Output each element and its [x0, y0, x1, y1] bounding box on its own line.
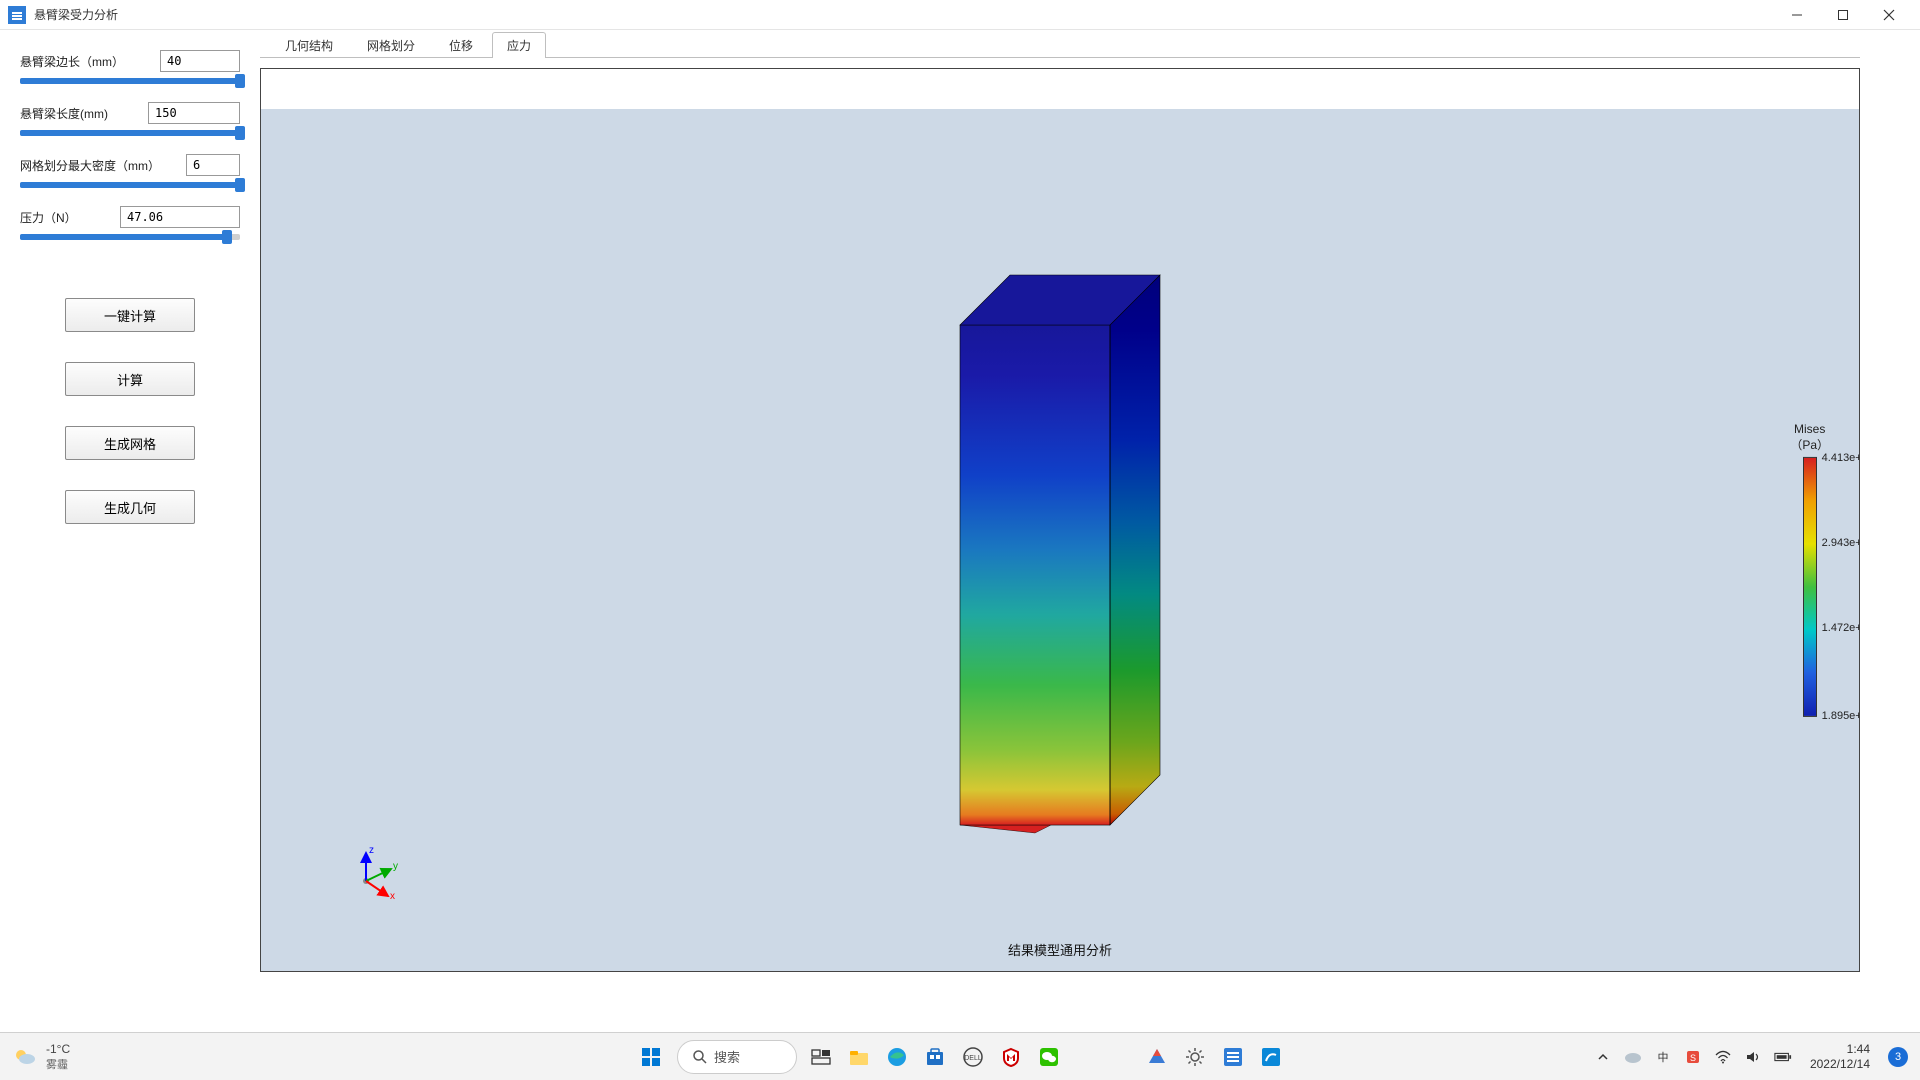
param-row-3: 压力（N） [20, 206, 240, 228]
taskbar-search[interactable]: 搜索 [677, 1040, 797, 1074]
viewer-canvas[interactable]: Mises（Pa） 4.413e+052.943e+051.472e+051.8… [261, 109, 1859, 971]
weather-widget[interactable]: -1°C 雾霾 [12, 1042, 70, 1072]
edge-icon[interactable] [883, 1043, 911, 1071]
param-label: 悬臂梁边长（mm） [20, 53, 124, 70]
legend-tick: 1.895e+02 [1822, 710, 1859, 722]
app-icon [8, 6, 26, 24]
explorer-icon[interactable] [845, 1043, 873, 1071]
param-row-0: 悬臂梁边长（mm） [20, 50, 240, 72]
wifi-icon[interactable] [1714, 1048, 1732, 1066]
start-button[interactable] [635, 1041, 667, 1073]
tab-0[interactable]: 几何结构 [270, 32, 348, 58]
param-slider[interactable] [20, 78, 240, 84]
beam-model [910, 215, 1210, 840]
svg-text:S: S [1690, 1053, 1696, 1063]
tray-chevron-icon[interactable] [1594, 1048, 1612, 1066]
param-label: 网格划分最大密度（mm） [20, 157, 160, 174]
store-icon[interactable] [921, 1043, 949, 1071]
settings-icon[interactable] [1181, 1043, 1209, 1071]
weather-temp: -1°C [46, 1042, 70, 1056]
mcafee-icon[interactable] [997, 1043, 1025, 1071]
search-placeholder: 搜索 [714, 1047, 740, 1066]
parameter-sidebar: 悬臂梁边长（mm） 悬臂梁长度(mm) 网格划分最大密度（mm） 压力（N） 一键计算计… [0, 30, 260, 1032]
legend-tick: 1.472e+05 [1822, 622, 1859, 634]
svg-text:DELL: DELL [964, 1055, 982, 1062]
system-tray: 中 S 1:44 2022/12/14 3 [1594, 1042, 1908, 1071]
tab-row: 几何结构网格划分位移应力 [260, 30, 1860, 58]
close-button[interactable] [1866, 0, 1912, 30]
taskbar-center: 搜索 DELL [635, 1040, 1285, 1074]
viewer-caption: 结果模型通用分析 [1008, 940, 1112, 959]
tray-app-icon[interactable]: S [1684, 1048, 1702, 1066]
svg-text:x: x [390, 891, 395, 901]
viewer-frame: ▾ ▾ ▾ 时间： 1 1x [260, 68, 1860, 972]
param-input[interactable] [186, 154, 240, 176]
legend-bar: 4.413e+052.943e+051.472e+051.895e+02 [1803, 457, 1817, 717]
param-row-1: 悬臂梁长度(mm) [20, 102, 240, 124]
legend-tick: 4.413e+05 [1822, 452, 1859, 464]
workspace: 悬臂梁边长（mm） 悬臂梁长度(mm) 网格划分最大密度（mm） 压力（N） 一键计算计… [0, 30, 1920, 1032]
maximize-button[interactable] [1820, 0, 1866, 30]
axis-triad: z y x [346, 841, 406, 901]
task-view-icon[interactable] [807, 1043, 835, 1071]
tab-3[interactable]: 应力 [492, 32, 546, 58]
app-self-icon[interactable] [1219, 1043, 1247, 1071]
sidebar-button-0[interactable]: 一键计算 [65, 298, 195, 332]
battery-icon[interactable] [1774, 1048, 1792, 1066]
svg-text:z: z [369, 845, 374, 856]
param-label: 压力（N） [20, 209, 77, 226]
minimize-button[interactable] [1774, 0, 1820, 30]
dell-icon[interactable]: DELL [959, 1043, 987, 1071]
taskbar-clock[interactable]: 1:44 2022/12/14 [1810, 1042, 1870, 1071]
window-controls [1774, 0, 1912, 30]
window-titlebar: 悬臂梁受力分析 [0, 0, 1920, 30]
svg-text:y: y [393, 861, 398, 872]
param-input[interactable] [160, 50, 240, 72]
app1-icon[interactable] [1143, 1043, 1171, 1071]
onedrive-icon[interactable] [1624, 1048, 1642, 1066]
param-label: 悬臂梁长度(mm) [20, 105, 108, 122]
param-input[interactable] [120, 206, 240, 228]
param-slider[interactable] [20, 234, 240, 240]
color-legend: Mises（Pa） 4.413e+052.943e+051.472e+051.8… [1790, 422, 1829, 717]
main-area: 几何结构网格划分位移应力 ▾ ▾ ▾ 时间： 1 [260, 30, 1920, 1032]
clock-date: 2022/12/14 [1810, 1057, 1870, 1071]
legend-title: Mises（Pa） [1790, 422, 1829, 453]
volume-icon[interactable] [1744, 1048, 1762, 1066]
app2-icon[interactable] [1257, 1043, 1285, 1071]
sidebar-button-3[interactable]: 生成几何 [65, 490, 195, 524]
svg-text:中: 中 [1657, 1051, 1668, 1064]
param-slider[interactable] [20, 130, 240, 136]
wechat-icon[interactable] [1035, 1043, 1063, 1071]
param-slider[interactable] [20, 182, 240, 188]
tab-1[interactable]: 网格划分 [352, 32, 430, 58]
param-input[interactable] [148, 102, 240, 124]
windows-taskbar: -1°C 雾霾 搜索 DELL 中 S 1:44 2 [0, 1032, 1920, 1080]
sidebar-button-1[interactable]: 计算 [65, 362, 195, 396]
param-row-2: 网格划分最大密度（mm） [20, 154, 240, 176]
clock-time: 1:44 [1810, 1042, 1870, 1056]
sidebar-button-2[interactable]: 生成网格 [65, 426, 195, 460]
notification-badge[interactable]: 3 [1888, 1047, 1908, 1067]
window-title: 悬臂梁受力分析 [34, 6, 118, 23]
legend-tick: 2.943e+05 [1822, 537, 1859, 549]
weather-desc: 雾霾 [46, 1056, 70, 1072]
ime-icon[interactable]: 中 [1654, 1048, 1672, 1066]
tab-2[interactable]: 位移 [434, 32, 488, 58]
